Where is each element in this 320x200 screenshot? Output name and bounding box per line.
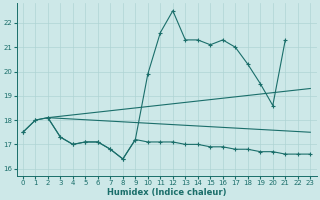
X-axis label: Humidex (Indice chaleur): Humidex (Indice chaleur) <box>107 188 226 197</box>
